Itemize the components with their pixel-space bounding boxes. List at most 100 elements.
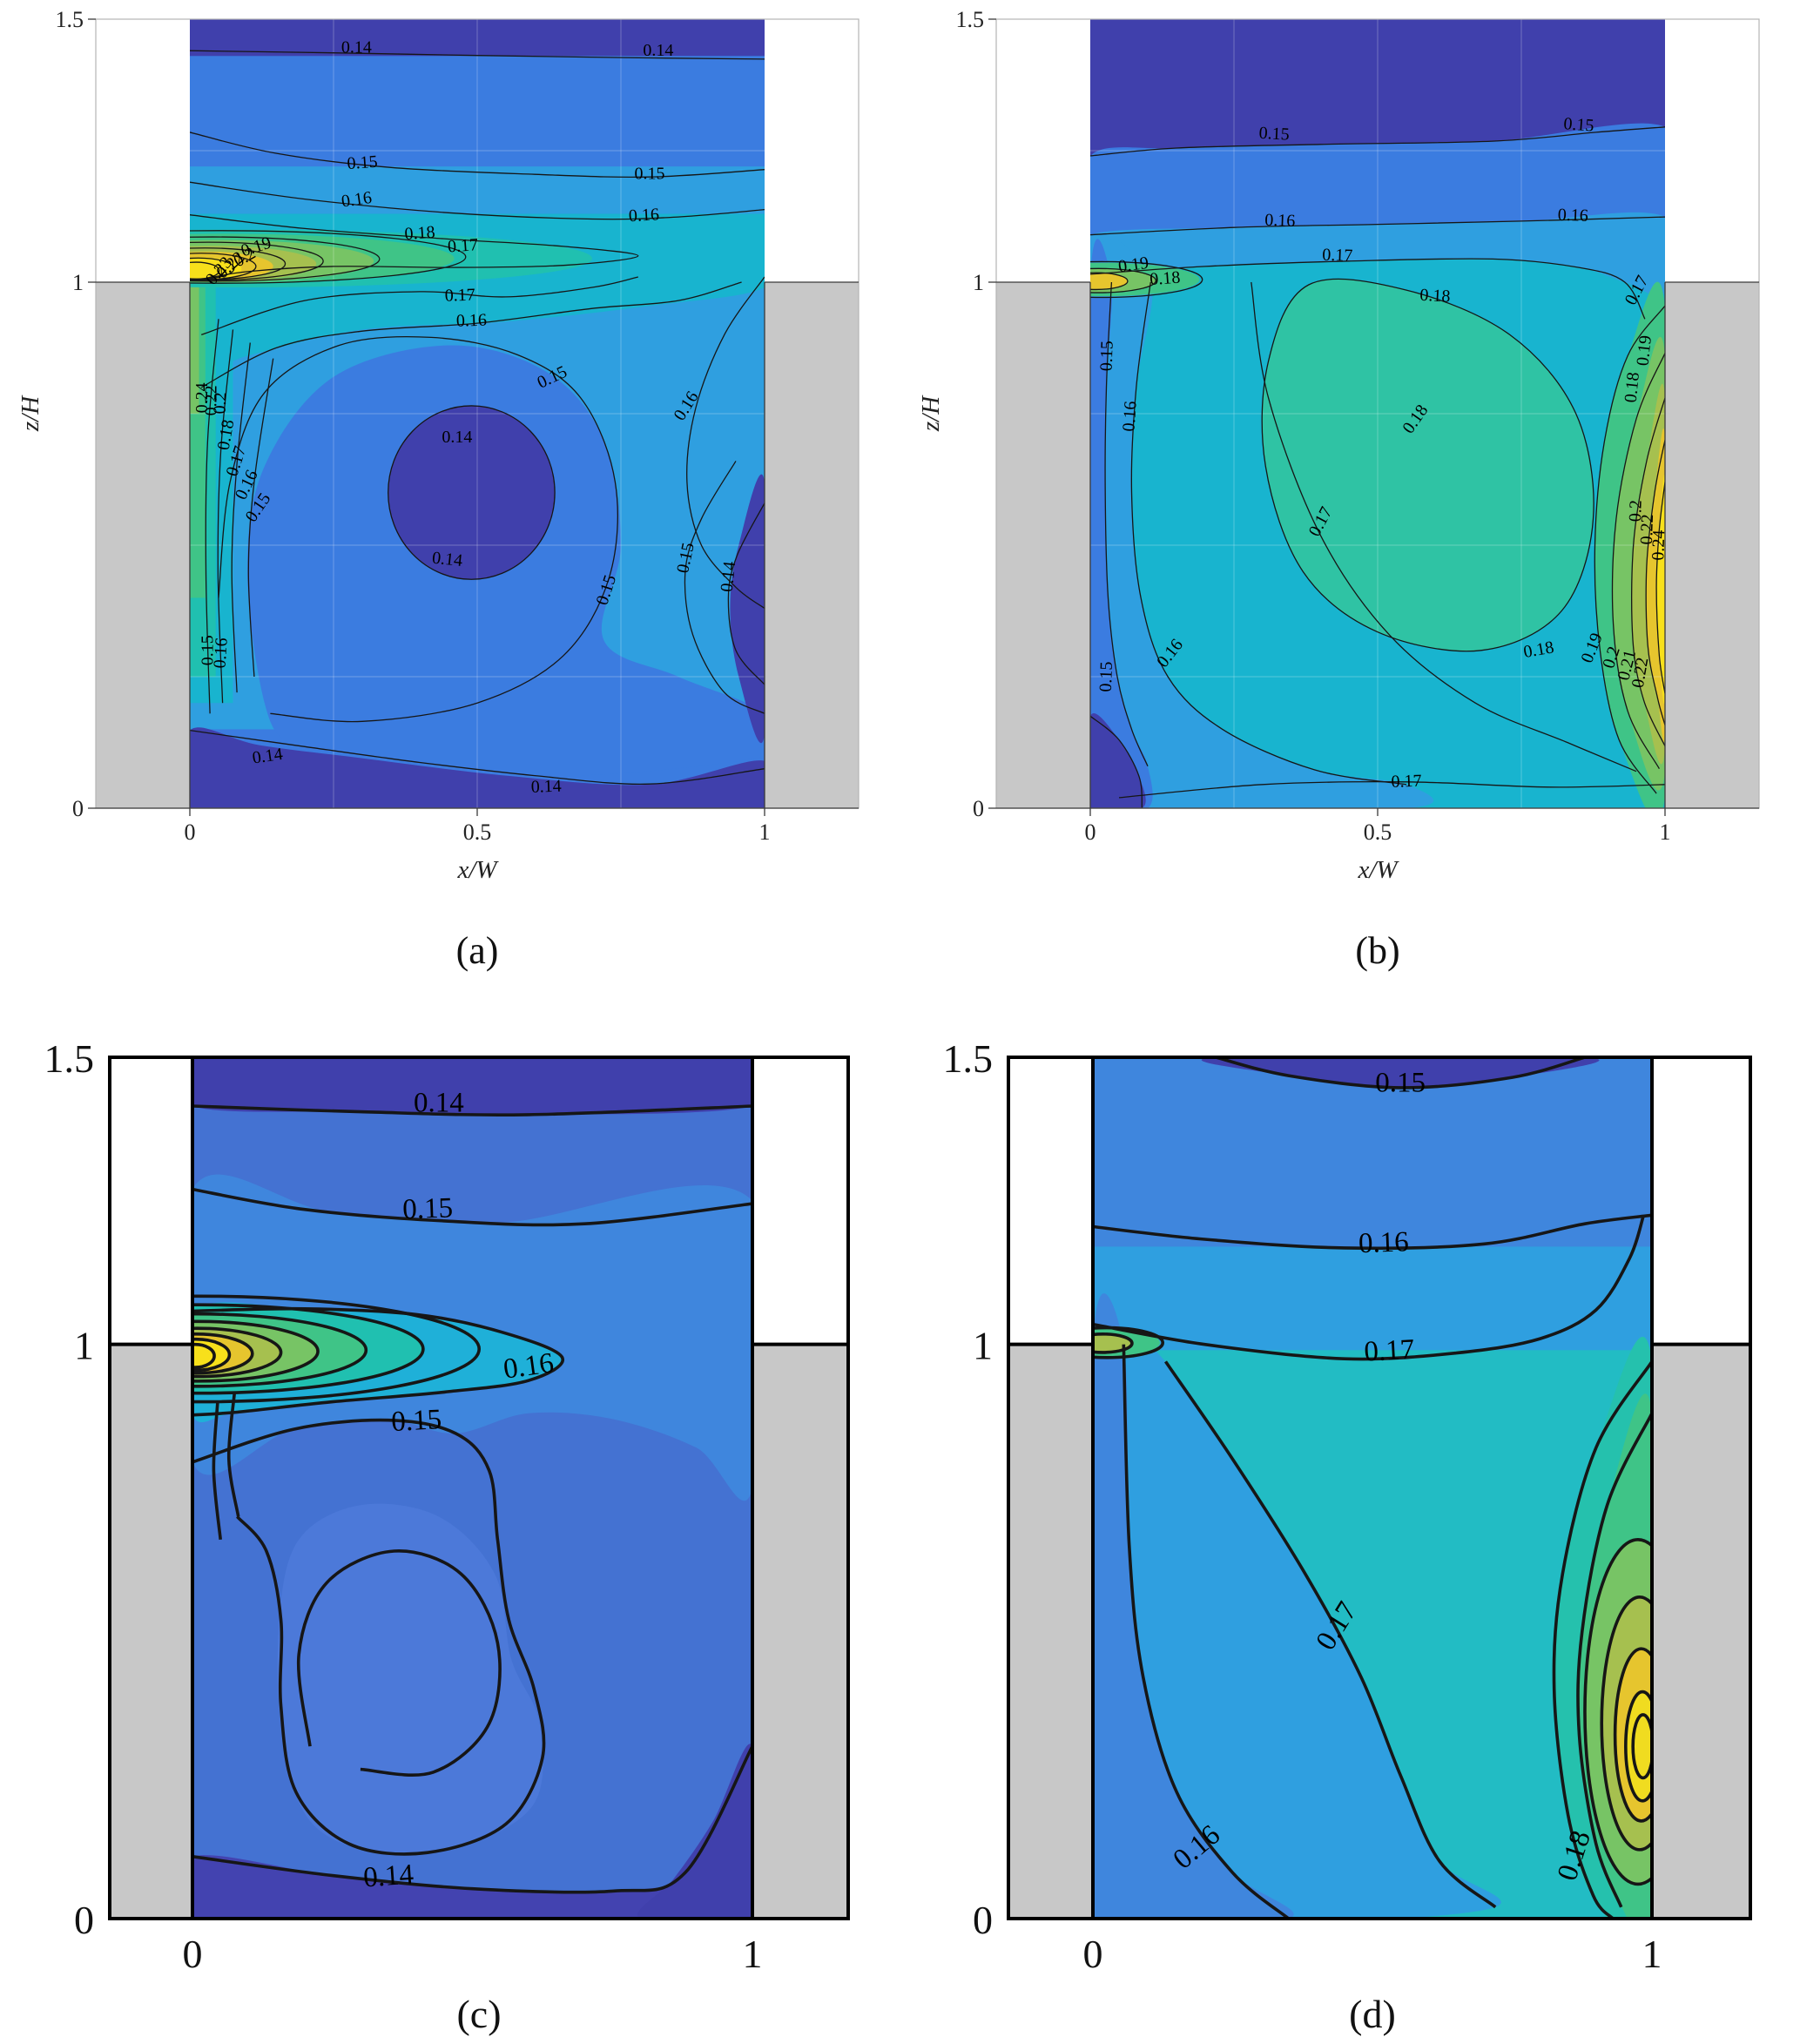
contour-line xyxy=(190,132,765,179)
contour-line xyxy=(226,1393,240,1517)
contour-fills xyxy=(1090,19,1665,808)
y-tick-label: 1 xyxy=(973,1324,993,1368)
contour-line xyxy=(1090,267,1156,293)
contour-line xyxy=(1611,353,1665,770)
y-axis-label-b: z/H xyxy=(917,395,945,432)
x-tick-label: 1 xyxy=(1642,1932,1662,1976)
contour-value-label: 0.18 xyxy=(404,223,435,244)
contour-line xyxy=(1093,1332,1134,1354)
contour-value-label: 0.16 xyxy=(1119,401,1140,432)
contour-line xyxy=(1594,305,1665,794)
contour-line xyxy=(1655,482,1665,694)
panels-group: 0 0.5 1 0 1 1.5 0.14 0.14 0.15 0.15 0.16 0.16 0.18 0.… xyxy=(44,7,1760,1976)
y-tick-label: 0 xyxy=(973,1898,993,1942)
contour-line xyxy=(1118,780,1665,799)
contour-labels: 0.14 0.15 0.16 0.15 0.14 xyxy=(362,1087,556,1893)
contour-line xyxy=(192,1303,425,1395)
contour-value-label: 0.16 xyxy=(502,1347,556,1386)
contour-line xyxy=(686,276,765,610)
contour-value-label: 0.14 xyxy=(442,428,472,447)
contour-value-label: 0.19 xyxy=(1117,253,1150,277)
cavity-wall-left xyxy=(996,282,1090,808)
contour-value-label: 0.14 xyxy=(414,1087,464,1118)
contour-line xyxy=(1090,258,1646,320)
contour-value-label: 0.24 xyxy=(1648,530,1669,561)
contour-region xyxy=(192,1855,752,1919)
y-tick-label: 1 xyxy=(74,1324,94,1368)
contour-lines xyxy=(190,50,765,786)
y-tick-label: 1 xyxy=(973,270,984,295)
panel-c: 0 1 0 1 1.5 0.14 0.15 0.16 0.15 0.14 xyxy=(44,1036,850,1976)
x-tick-label: 0.5 xyxy=(1364,820,1392,845)
contour-line xyxy=(190,261,220,280)
contour-line xyxy=(1624,1690,1652,1803)
contour-line xyxy=(1090,272,1129,291)
contour-line xyxy=(1130,281,1407,786)
contour-line xyxy=(231,342,251,693)
contour-value-label: 0.14 xyxy=(643,41,673,60)
x-tick-label: 1 xyxy=(759,820,771,845)
x-tick-label: 0 xyxy=(185,820,196,845)
contour-line xyxy=(192,1104,752,1116)
contour-region xyxy=(190,727,765,808)
contour-line xyxy=(217,329,234,704)
contour-region xyxy=(1090,212,1665,297)
contour-line xyxy=(190,729,765,786)
panel-letter-b: (b) xyxy=(1355,929,1399,972)
contour-line xyxy=(190,236,381,282)
x-tick-label: 1 xyxy=(1660,820,1671,845)
contour-region xyxy=(1201,1057,1600,1088)
x-tick-label: 0 xyxy=(1083,1932,1103,1976)
contour-value-label: 0.14 xyxy=(251,745,284,768)
cavity-wall-left xyxy=(1008,1344,1093,1919)
contour-line xyxy=(1090,715,1143,808)
contour-line xyxy=(190,50,765,60)
contour-blob xyxy=(1090,273,1128,289)
contour-value-label: 0.15 xyxy=(390,1404,442,1438)
contour-line xyxy=(1576,1413,1652,1908)
contour-line xyxy=(192,1312,368,1388)
contour-line xyxy=(190,230,467,284)
contour-region xyxy=(192,1057,752,1116)
gridlines xyxy=(190,19,765,808)
panel-letter-c: (c) xyxy=(456,1992,501,2036)
contour-fills xyxy=(1093,1057,1652,1919)
contour-value-label: 0.15 xyxy=(1096,661,1116,692)
contour-value-label: 0.14 xyxy=(530,777,562,797)
gridlines xyxy=(1090,19,1665,808)
y-tick-label: 1.5 xyxy=(44,1036,95,1081)
contour-line xyxy=(1552,1360,1652,1919)
y-tick-label: 1.5 xyxy=(56,7,84,32)
contour-value-label: 0.15 xyxy=(635,165,665,184)
contour-line xyxy=(200,276,638,336)
y-tick-label: 1 xyxy=(72,270,84,295)
contour-line xyxy=(247,358,274,678)
contour-line xyxy=(1261,278,1594,652)
contour-value-label: 0.17 xyxy=(444,285,475,305)
cavity-wall-right xyxy=(765,282,859,808)
contour-value-label: 0.15 xyxy=(1258,124,1290,145)
contour-value-label: 0.2 xyxy=(1626,500,1646,523)
contour-value-label: 0.14 xyxy=(362,1859,415,1894)
contour-band xyxy=(190,19,765,57)
contour-line xyxy=(1631,1713,1652,1780)
contour-line xyxy=(192,1306,564,1417)
contour-line xyxy=(192,1332,254,1375)
contour-line xyxy=(205,319,219,714)
contour-value-label: 0.22 xyxy=(1637,514,1657,545)
contour-line xyxy=(1090,260,1203,299)
contour-line xyxy=(192,1418,546,1856)
contour-line xyxy=(190,181,765,220)
y-axis-label-a: z/H xyxy=(17,395,44,432)
contour-value-label: 0.16 xyxy=(456,310,488,330)
contour-line xyxy=(1104,281,1149,766)
contour-value-label: 0.17 xyxy=(1322,246,1353,266)
contour-blob xyxy=(388,405,556,580)
contour-value-label: 0.16 xyxy=(1558,206,1589,226)
contour-value-label: 0.15 xyxy=(198,635,217,665)
x-axis-label-a: x/W xyxy=(456,856,499,884)
